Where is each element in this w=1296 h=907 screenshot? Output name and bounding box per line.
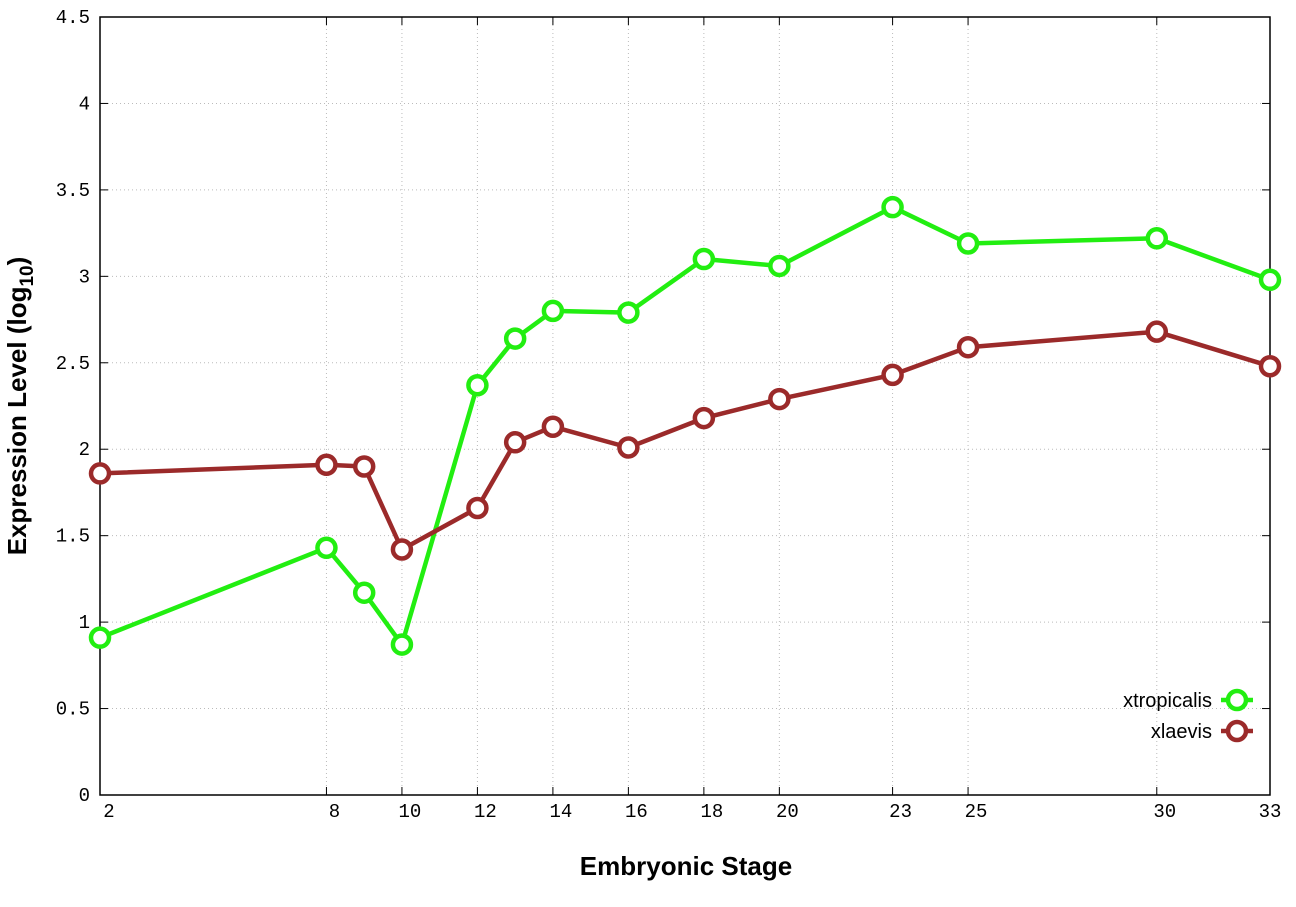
data-point: [768, 254, 791, 278]
x-tick-label: 14: [549, 801, 572, 823]
data-point: [692, 247, 716, 271]
series-layer: [88, 195, 1282, 656]
series-line: [99, 329, 1271, 552]
y-tick-label: 3.5: [56, 180, 90, 202]
y-axis-title: Expression Level (log10): [2, 257, 38, 556]
data-point: [315, 453, 338, 477]
x-tick-label: 12: [474, 801, 497, 823]
grid-lines: [100, 17, 1270, 795]
x-tick-label: 2: [103, 801, 114, 823]
data-point: [1258, 354, 1282, 378]
data-point: [88, 626, 112, 649]
legend-label: xlaevis: [1151, 721, 1212, 743]
data-point: [88, 462, 112, 485]
data-point: [956, 335, 980, 359]
legend-label: xtropicalis: [1123, 690, 1212, 712]
y-tick-label: 4.5: [56, 7, 90, 29]
data-point: [466, 374, 489, 397]
data-point: [466, 496, 489, 520]
legend: xtropicalis xlaevis: [1123, 688, 1253, 743]
x-tick-label: 25: [965, 801, 988, 823]
plot-frame: [99, 16, 1271, 796]
data-point: [503, 431, 527, 454]
data-point: [1258, 268, 1282, 292]
data-point: [692, 406, 716, 430]
x-axis-title: Embryonic Stage: [580, 851, 792, 881]
data-point: [881, 363, 904, 387]
y-tick-label: 1.5: [56, 526, 90, 548]
y-tick-label: 2.5: [56, 353, 90, 375]
data-point: [352, 455, 376, 478]
data-point: [617, 436, 640, 459]
data-point: [1145, 227, 1169, 250]
y-tick-label: 3: [79, 266, 90, 288]
data-point: [503, 327, 527, 350]
data-point: [1145, 320, 1169, 343]
y-axis-ticks: 0 0.5 1 1.5 2 2.5 3 3.5 4 4.5: [56, 7, 1270, 807]
y-tick-label: 0: [79, 785, 90, 807]
x-tick-label: 23: [889, 801, 912, 823]
data-point: [956, 232, 980, 255]
y-tick-label: 2: [79, 439, 90, 461]
series-xtropicalis: [88, 195, 1282, 656]
data-point: [541, 415, 565, 438]
series-xlaevis: [88, 320, 1282, 561]
legend-item: xlaevis: [1151, 719, 1253, 743]
legend-swatch-marker: [1225, 688, 1249, 712]
x-tick-label: 33: [1259, 801, 1282, 823]
x-tick-label: 16: [625, 801, 648, 823]
legend-item: xtropicalis: [1123, 688, 1253, 712]
x-tick-label: 18: [700, 801, 723, 823]
y-tick-label: 0.5: [56, 699, 90, 721]
x-axis-ticks: 2 8 10 12 14 16 18 20 23 25 30 33: [99, 17, 1282, 823]
y-tick-label: 4: [79, 93, 90, 115]
legend-swatch-marker: [1225, 719, 1249, 743]
data-point: [881, 195, 904, 219]
data-point: [541, 299, 565, 323]
data-point: [315, 536, 338, 560]
data-point: [768, 387, 791, 411]
y-tick-label: 1: [79, 612, 90, 634]
x-tick-label: 10: [399, 801, 422, 823]
x-tick-label: 20: [776, 801, 799, 823]
x-tick-label: 8: [329, 801, 340, 823]
data-point: [390, 633, 414, 656]
data-point: [617, 301, 640, 324]
data-point: [390, 538, 414, 561]
x-tick-label: 30: [1153, 801, 1176, 823]
data-point: [352, 581, 376, 604]
